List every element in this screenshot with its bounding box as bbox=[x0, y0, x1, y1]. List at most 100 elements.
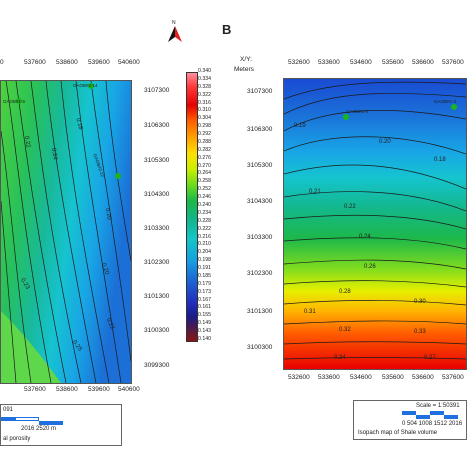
y-tick: 3107300 bbox=[144, 87, 170, 94]
x-tick: 539600 bbox=[88, 59, 110, 66]
colorbar-tick-label: 0.173 bbox=[198, 288, 211, 295]
y-tick: 3100300 bbox=[247, 344, 273, 351]
left-contours bbox=[1, 81, 131, 383]
scale-numbers: 2016 2520 m bbox=[21, 426, 57, 432]
colorbar-tick-label: 0.240 bbox=[198, 202, 211, 208]
well-marker[interactable] bbox=[88, 83, 94, 89]
contour-label: 0.26 bbox=[364, 264, 376, 270]
x-tick: 534600 bbox=[350, 59, 372, 66]
y-tick: 3101300 bbox=[144, 293, 170, 300]
well-label: GAOB#1-5 bbox=[3, 99, 26, 104]
scale-text: 091 bbox=[3, 407, 14, 413]
colorbar-tick-label: 0.210 bbox=[198, 241, 211, 248]
colorbar-tick-label: 0.198 bbox=[198, 257, 211, 264]
contour-label: 0.19 bbox=[294, 123, 306, 129]
y-tick: 3103300 bbox=[144, 225, 170, 232]
colorbar-tick-label: 0.310 bbox=[198, 107, 211, 114]
well-label: GAOB#2-14 bbox=[73, 83, 98, 88]
contour-label: 0.22 bbox=[344, 204, 356, 210]
y-tick: 3106300 bbox=[144, 122, 170, 129]
scale-bar bbox=[402, 411, 416, 415]
colorbar-tick-label: 0.340 bbox=[198, 68, 211, 74]
y-tick: 3104300 bbox=[144, 191, 170, 198]
colorbar-tick-label: 0.228 bbox=[198, 217, 211, 224]
x-tick: 0 bbox=[0, 59, 4, 66]
x-tick: 536600 bbox=[412, 374, 434, 381]
colorbar-tick-label: 0.316 bbox=[198, 99, 211, 106]
colorbar-tick-label: 0.204 bbox=[198, 249, 211, 256]
right-contours bbox=[284, 81, 466, 360]
contour-label: 0.34 bbox=[334, 355, 346, 361]
colorbar-tick-label: 0.282 bbox=[198, 146, 211, 153]
x-tick: 538600 bbox=[56, 59, 78, 66]
y-tick: 3105300 bbox=[144, 157, 170, 164]
x-tick: 537600 bbox=[24, 386, 46, 393]
contour-label: 0.27 bbox=[424, 355, 436, 361]
colorbar-tick-label: 0.167 bbox=[198, 296, 211, 303]
colorbar-tick-label: 0.161 bbox=[198, 304, 211, 311]
x-tick: 540600 bbox=[118, 386, 140, 393]
contour-label: 0.30 bbox=[414, 299, 426, 305]
y-tick: 3104300 bbox=[247, 198, 273, 205]
colorbar-tick-label: 0.276 bbox=[198, 154, 211, 161]
scale-bar bbox=[1, 417, 15, 421]
scale-bar bbox=[416, 415, 430, 419]
well-marker[interactable] bbox=[16, 98, 22, 104]
scale-bar bbox=[444, 415, 458, 419]
contour-label: 0.21 bbox=[309, 189, 321, 195]
colorbar-tick-label: 0.185 bbox=[198, 272, 211, 279]
colorbar-tick-label: 0.304 bbox=[198, 115, 211, 122]
scale-bar bbox=[15, 417, 39, 421]
colorbar-gradient bbox=[187, 73, 197, 341]
colorbar-tick-label: 0.149 bbox=[198, 320, 211, 327]
colorbar-tick-label: 0.155 bbox=[198, 312, 211, 319]
x-tick: 532600 bbox=[288, 59, 310, 66]
well-marker[interactable] bbox=[451, 104, 457, 110]
colorbar-tick-label: 0.234 bbox=[198, 209, 211, 216]
x-tick: 535600 bbox=[382, 59, 404, 66]
well-marker[interactable] bbox=[115, 173, 121, 179]
colorbar-tick-label: 0.292 bbox=[198, 131, 211, 138]
y-tick: 3106300 bbox=[247, 126, 273, 133]
x-tick: 533600 bbox=[318, 59, 340, 66]
colorbar-tick-label: 0.143 bbox=[198, 328, 211, 335]
y-tick: 3103300 bbox=[247, 234, 273, 241]
right-map[interactable]: GAOB#1-0 GAOB#1-3 0.19 0.20 0.18 0.21 0.… bbox=[283, 78, 467, 370]
colorbar-tick-label: 0.222 bbox=[198, 225, 211, 232]
x-tick: 537600 bbox=[24, 59, 46, 66]
contour-label: 0.31 bbox=[304, 309, 316, 315]
left-map[interactable]: GAOB#1-5 GAOB#2-14 GAOB#2-12 0.18 0.24 0… bbox=[0, 80, 132, 384]
x-tick: 537600 bbox=[442, 59, 464, 66]
north-arrow-icon bbox=[168, 26, 182, 42]
contour-label: 0.28 bbox=[339, 289, 351, 295]
contour-label: 0.33 bbox=[414, 329, 426, 335]
right-scale-legend: Scale = 1:50391 0 504 1008 1512 2016 Iso… bbox=[353, 400, 467, 440]
colorbar-tick-label: 0.322 bbox=[198, 91, 211, 98]
axis-title: X/Y: bbox=[240, 56, 252, 63]
contour-label: 0.18 bbox=[434, 157, 446, 163]
y-tick: 3100300 bbox=[144, 327, 170, 334]
x-tick: 540600 bbox=[118, 59, 140, 66]
contour-label: 0.24 bbox=[359, 234, 371, 240]
map-caption: al porosity bbox=[3, 436, 31, 442]
map-caption: Isopach map of Shale volume bbox=[358, 430, 438, 436]
colorbar-tick-label: 0.334 bbox=[198, 75, 211, 82]
left-scale-legend: 091 2016 2520 m al porosity bbox=[0, 404, 122, 446]
x-tick: 534600 bbox=[350, 374, 372, 381]
well-marker[interactable] bbox=[343, 114, 349, 120]
colorbar-tick-label: 0.252 bbox=[198, 186, 211, 193]
y-tick: 3099300 bbox=[144, 362, 170, 369]
colorbar-tick-label: 0.270 bbox=[198, 162, 211, 169]
contour-label: 0.20 bbox=[379, 139, 391, 145]
well-label: GAOB#1-3 bbox=[434, 99, 457, 104]
colorbar-tick-label: 0.288 bbox=[198, 138, 211, 145]
colorbar-tick-label: 0.216 bbox=[198, 233, 211, 240]
scale-numbers: 0 504 1008 1512 2016 bbox=[402, 421, 463, 427]
colorbar bbox=[186, 72, 198, 342]
colorbar-tick-label: 0.258 bbox=[198, 178, 211, 185]
x-tick: 538600 bbox=[56, 386, 78, 393]
x-tick: 537600 bbox=[442, 374, 464, 381]
north-label: N bbox=[172, 20, 176, 26]
x-tick: 533600 bbox=[318, 374, 340, 381]
x-tick: 535600 bbox=[382, 374, 404, 381]
